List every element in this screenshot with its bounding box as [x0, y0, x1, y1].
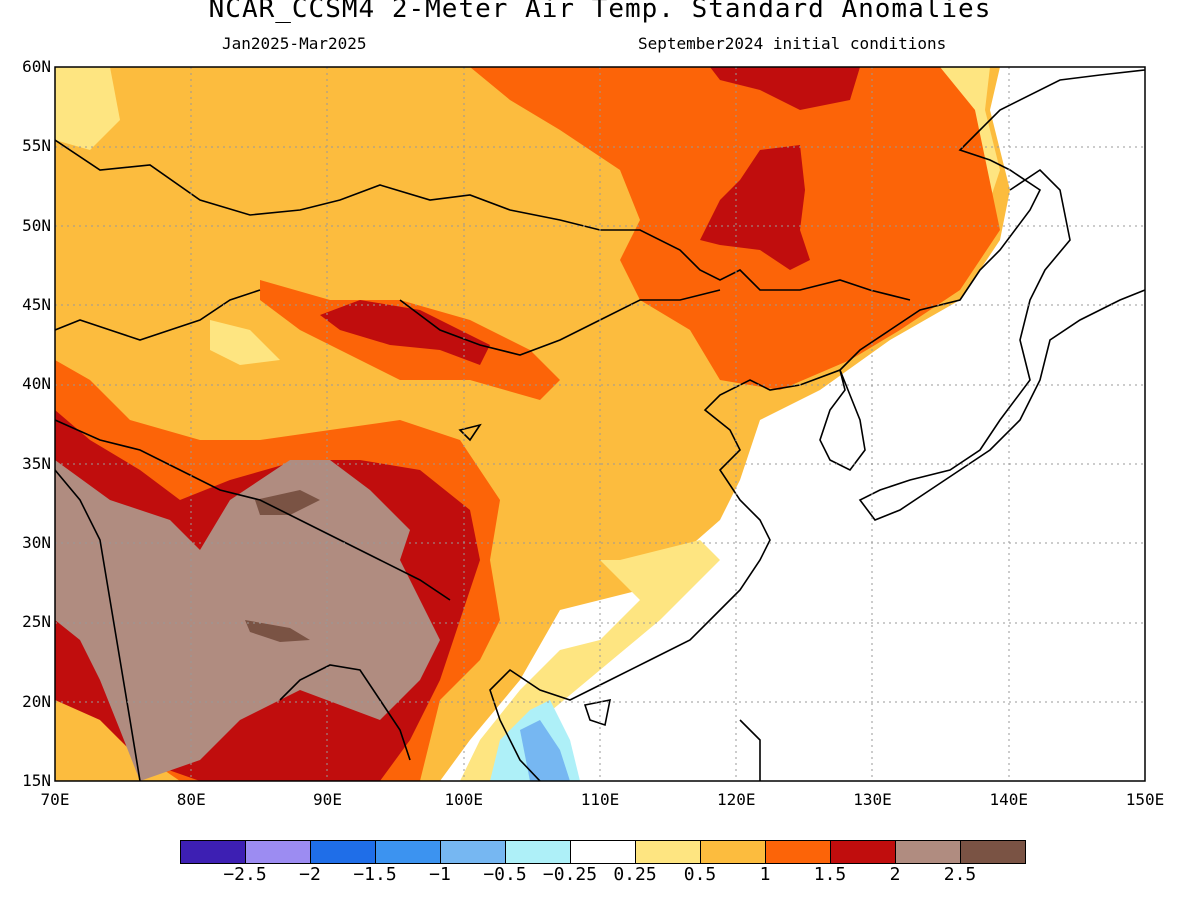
latitude-label: 50N: [22, 215, 51, 235]
longitude-label: 110E: [580, 790, 620, 809]
colorbar-swatch: [701, 841, 766, 863]
longitude-label: 70E: [40, 790, 70, 809]
anomaly-region-1.5-2-ne: [700, 67, 860, 270]
colorbar-label: −0.25: [542, 864, 598, 885]
longitude-label: 140E: [989, 790, 1029, 809]
longitude-label: 130E: [853, 790, 892, 809]
colorbar-swatch: [766, 841, 831, 863]
plot-frame: [54, 66, 1146, 782]
colorbar-label: 1.5: [813, 864, 847, 885]
longitude-label: 150E: [1125, 790, 1165, 809]
latitude-label: 20N: [22, 691, 51, 711]
latitude-label: 60N: [22, 57, 51, 76]
colorbar-label: −0.5: [483, 864, 527, 885]
colorbar-swatch: [181, 841, 246, 863]
colorbar-swatch: [441, 841, 506, 863]
anomaly-region-neg-0.5-1: [520, 720, 570, 781]
coastlines-and-borders: [55, 69, 1145, 781]
colorbar-swatch: [896, 841, 961, 863]
anomaly-region-gt-2.5-a: [255, 490, 320, 515]
gridlines: [55, 67, 1145, 781]
longitude-label: 120E: [716, 790, 756, 809]
colorbar-swatch: [246, 841, 311, 863]
latitude-label: 45N: [22, 295, 51, 314]
anomaly-region-1.5-2-c: [320, 300, 490, 365]
colorbar-label: 2: [889, 864, 901, 885]
longitude-label: 80E: [176, 790, 206, 809]
colorbar-swatch: [376, 841, 441, 863]
forecast-period: Jan2025-Mar2025: [222, 34, 367, 53]
colorbar-label: −1.5: [353, 864, 397, 885]
latitude-label: 40N: [22, 374, 51, 394]
colorbar-label: 0.5: [683, 864, 717, 885]
latitude-label: 35N: [22, 453, 51, 473]
colorbar-swatch: [831, 841, 896, 863]
anomaly-region-gt-2.5-b: [245, 620, 310, 642]
colorbar-label: 0.25: [613, 864, 657, 885]
longitude-label: 100E: [444, 790, 484, 809]
colorbar: [180, 840, 1026, 864]
anomaly-field: [55, 67, 1145, 781]
colorbar-label: 2.5: [943, 864, 977, 885]
anomaly-region-0.25-0.5-w: [210, 320, 280, 365]
colorbar-label: 1: [759, 864, 771, 885]
map-title: NCAR_CCSM4 2-Meter Air Temp. Standard An…: [208, 0, 992, 24]
latitude-label: 25N: [22, 612, 51, 632]
colorbar-label: −2: [299, 864, 321, 885]
initial-conditions: September2024 initial conditions: [638, 34, 947, 53]
latitude-label: 55N: [22, 136, 51, 156]
colorbar-swatch: [636, 841, 701, 863]
colorbar-swatch: [506, 841, 571, 863]
latitude-label: 30N: [22, 533, 51, 552]
colorbar-label: −1: [429, 864, 451, 885]
colorbar-swatch: [571, 841, 636, 863]
longitude-label: 90E: [313, 790, 342, 809]
anomaly-region-0.25-0.5-nw: [55, 67, 120, 150]
colorbar-label: −2.5: [223, 864, 267, 885]
colorbar-swatch: [961, 841, 1025, 863]
latitude-label: 15N: [22, 771, 51, 790]
colorbar-swatch: [311, 841, 376, 863]
